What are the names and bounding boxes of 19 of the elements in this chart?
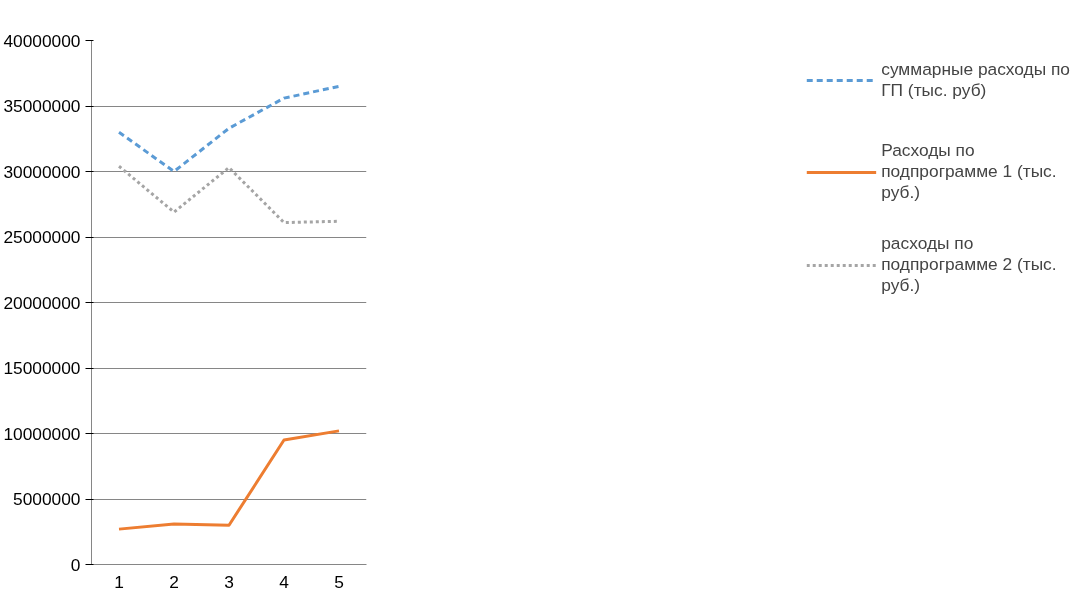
- y-tick-label: 5000000: [13, 489, 81, 509]
- y-tick-label: 0: [70, 554, 81, 575]
- y-tick-label: 25000000: [3, 227, 81, 247]
- y-tick-label: 40000000: [3, 30, 81, 51]
- x-tick-label: 3: [224, 571, 234, 592]
- x-tick-label: 5: [334, 571, 344, 592]
- legend-label: расходы по подпрограмме 2 (тыс. руб.): [881, 233, 1057, 296]
- legend-label: Расходы по подпрограмме 1 (тыс. руб.): [881, 140, 1057, 203]
- y-tick-label: 15000000: [3, 358, 81, 378]
- legend-label: суммарные расходы по ГП (тыс. руб): [881, 58, 1070, 102]
- line-series: [117, 84, 341, 173]
- x-tick-label: 2: [169, 571, 179, 592]
- x-tick-label: 4: [279, 571, 290, 592]
- y-tick-label: 35000000: [3, 96, 81, 116]
- y-tick-label: 10000000: [3, 423, 81, 444]
- x-tick-label: 1: [114, 571, 124, 592]
- line-series: [117, 429, 341, 531]
- y-tick-label: 30000000: [3, 161, 81, 182]
- y-tick-label: 20000000: [3, 292, 81, 313]
